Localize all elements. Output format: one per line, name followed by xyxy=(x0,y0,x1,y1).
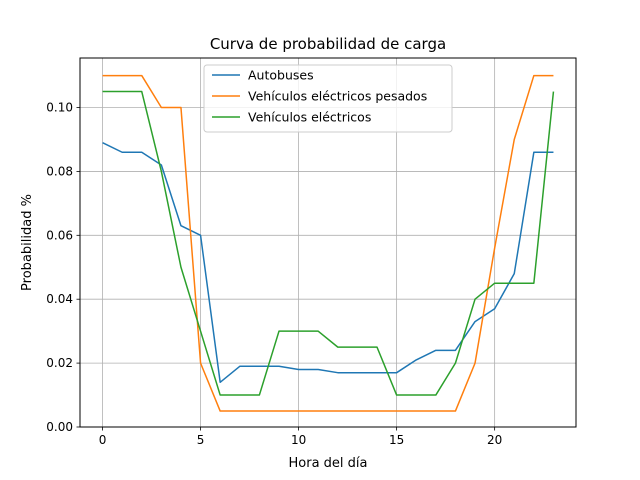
x-tick-label: 0 xyxy=(99,433,107,447)
series-lines xyxy=(102,74,555,412)
y-tick-label: 0.10 xyxy=(46,101,73,115)
x-tick-label: 10 xyxy=(291,433,306,447)
y-tick-label: 0.00 xyxy=(46,420,73,434)
legend-label: Autobuses xyxy=(248,68,314,83)
x-tick-label: 5 xyxy=(197,433,205,447)
y-axis-ticks: 0.00 0.02 0.04 0.06 0.08 0.10 xyxy=(46,101,80,434)
x-axis-ticks: 0 5 10 15 20 xyxy=(99,427,502,447)
legend: Autobuses Vehículos eléctricos pesados Veh… xyxy=(203,64,453,133)
chart-title: Curva de probabilidad de carga xyxy=(210,35,446,53)
y-tick-label: 0.06 xyxy=(46,228,73,242)
series-line xyxy=(102,74,554,412)
x-tick-label: 20 xyxy=(487,433,502,447)
y-axis-label: Probabilidad % xyxy=(20,194,35,291)
legend-box xyxy=(203,64,453,133)
plot-frame xyxy=(79,57,577,428)
legend-label: Vehículos eléctricos xyxy=(248,110,371,125)
x-tick-label: 15 xyxy=(389,433,404,447)
y-tick-label: 0.02 xyxy=(46,356,73,370)
series-line xyxy=(102,141,554,384)
x-axis-label: Hora del día xyxy=(289,456,368,471)
series-line xyxy=(102,90,555,396)
y-tick-label: 0.08 xyxy=(46,164,73,178)
y-tick-label: 0.04 xyxy=(46,292,73,306)
legend-label: Vehículos eléctricos pesados xyxy=(248,89,427,104)
